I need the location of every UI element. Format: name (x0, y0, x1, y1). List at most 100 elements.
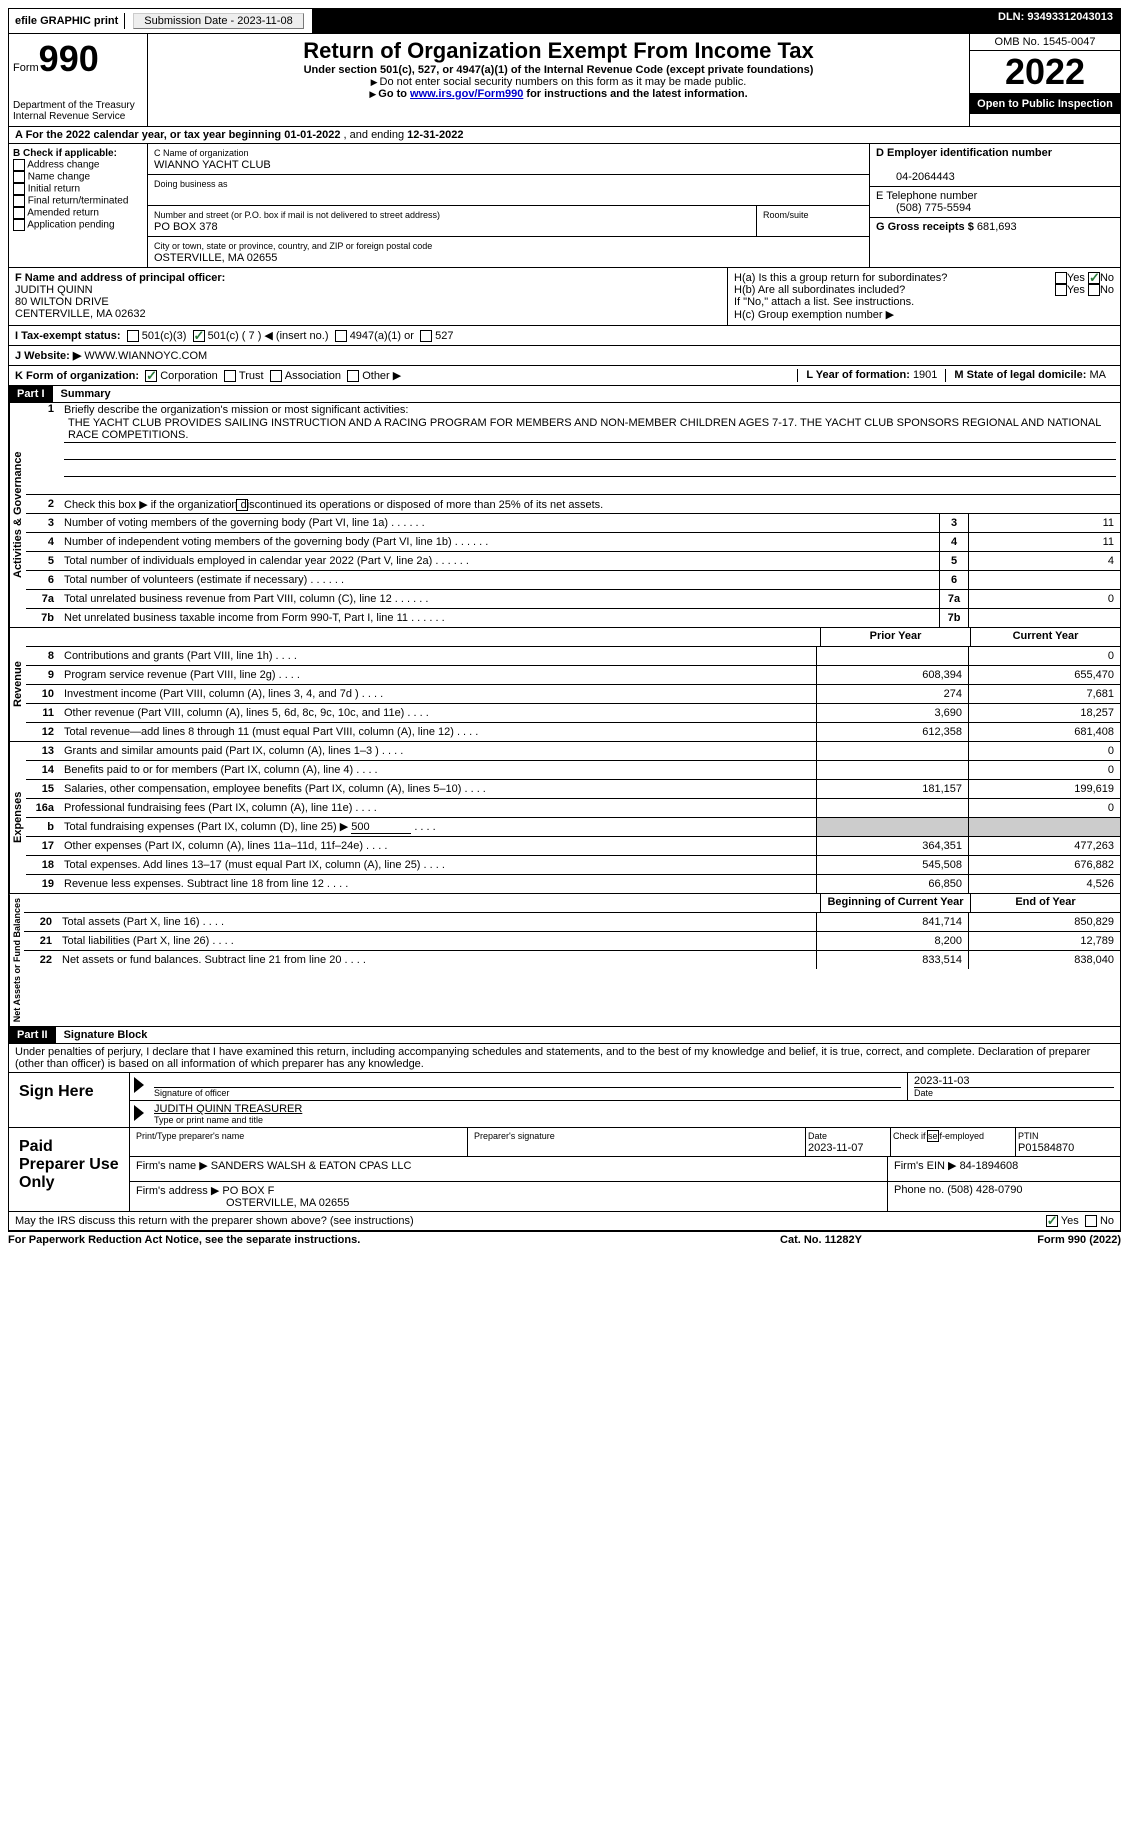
summary-line: 15Salaries, other compensation, employee… (26, 780, 1120, 799)
summary-ag: Activities & Governance 1 Briefly descri… (8, 403, 1121, 628)
paid-prep-label: Paid Preparer Use Only (9, 1128, 130, 1211)
summary-line: 22Net assets or fund balances. Subtract … (24, 951, 1120, 969)
submission-button[interactable]: Submission Date - 2023-11-08 (133, 13, 303, 29)
gross-receipts: 681,693 (977, 221, 1017, 233)
col-h: H(a) Is this a group return for subordin… (727, 268, 1120, 325)
vlabel-ag: Activities & Governance (9, 403, 26, 627)
gross-cell: G Gross receipts $ 681,693 (870, 218, 1120, 236)
i-501c[interactable] (193, 330, 205, 342)
org-name: WIANNO YACHT CLUB (154, 159, 271, 171)
street: PO BOX 378 (154, 221, 218, 233)
sig-arrow-icon (134, 1105, 144, 1121)
form-title: Return of Organization Exempt From Incom… (152, 38, 965, 64)
summary-line: 10Investment income (Part VIII, column (… (26, 685, 1120, 704)
summary-line: 19Revenue less expenses. Subtract line 1… (26, 875, 1120, 893)
i-527[interactable] (420, 330, 432, 342)
i-4947[interactable] (335, 330, 347, 342)
may-irs-yes[interactable] (1046, 1215, 1058, 1227)
summary-line: 13Grants and similar amounts paid (Part … (26, 742, 1120, 761)
dba-cell: Doing business as (148, 175, 869, 206)
phone: (508) 775-5594 (876, 202, 971, 214)
hb-note: If "No," attach a list. See instructions… (734, 296, 1114, 308)
summary-line: 4Number of independent voting members of… (26, 533, 1120, 552)
summary-line: 9Program service revenue (Part VIII, lin… (26, 666, 1120, 685)
form-990-label: 990 (39, 38, 99, 79)
row-klm: K Form of organization: Corporation Trus… (8, 366, 1121, 386)
penalties: Under penalties of perjury, I declare th… (8, 1044, 1121, 1073)
street-row: Number and street (or P.O. box if mail i… (148, 206, 869, 237)
summary-line: 18Total expenses. Add lines 13–17 (must … (26, 856, 1120, 875)
colb-check[interactable] (13, 219, 25, 231)
summary-exp: Expenses 13Grants and similar amounts pa… (8, 742, 1121, 894)
k-assoc[interactable] (270, 370, 282, 382)
col-d: D Employer identification number 04-2064… (869, 144, 1120, 267)
vlabel-na: Net Assets or Fund Balances (9, 894, 24, 1026)
colb-check[interactable] (13, 171, 25, 183)
col-c: C Name of organization WIANNO YACHT CLUB… (148, 144, 869, 267)
irs-label: Internal Revenue Service (13, 111, 143, 122)
city: OSTERVILLE, MA 02655 (154, 252, 277, 264)
self-emp-check[interactable] (927, 1130, 939, 1142)
may-irs-no[interactable] (1085, 1215, 1097, 1227)
hb-yes[interactable] (1055, 284, 1067, 296)
hb-no[interactable] (1088, 284, 1100, 296)
colb-check[interactable] (13, 207, 25, 219)
note1: Do not enter social security numbers on … (152, 76, 965, 88)
summary-line: 11Other revenue (Part VIII, column (A), … (26, 704, 1120, 723)
paid-preparer-section: Paid Preparer Use Only Print/Type prepar… (8, 1128, 1121, 1212)
summary-line: 21Total liabilities (Part X, line 26) . … (24, 932, 1120, 951)
form-header: Form990 Department of the Treasury Inter… (8, 34, 1121, 127)
part1-header: Part I Summary (8, 386, 1121, 403)
vlabel-rev: Revenue (9, 628, 26, 741)
phone-cell: E Telephone number (508) 775-5594 (870, 187, 1120, 218)
section-fh: F Name and address of principal officer:… (8, 268, 1121, 326)
part2-header: Part II Signature Block (8, 1027, 1121, 1044)
k-trust[interactable] (224, 370, 236, 382)
dept-label: Department of the Treasury (13, 100, 143, 111)
header-left: Form990 Department of the Treasury Inter… (9, 34, 148, 126)
summary-line: 14Benefits paid to or for members (Part … (26, 761, 1120, 780)
header-right: OMB No. 1545-0047 2022 Open to Public In… (969, 34, 1120, 126)
dln-bar: DLN: 93493312043013 (313, 9, 1120, 33)
website: WWW.WIANNOYC.COM (84, 350, 207, 362)
section-bcd: B Check if applicable: Address change Na… (8, 144, 1121, 268)
summary-line: 16aProfessional fundraising fees (Part I… (26, 799, 1120, 818)
summary-line: 3Number of voting members of the governi… (26, 514, 1120, 533)
colb-check[interactable] (13, 195, 25, 207)
row-a: A For the 2022 calendar year, or tax yea… (8, 127, 1121, 144)
summary-na: Net Assets or Fund Balances Beginning of… (8, 894, 1121, 1027)
summary-line: 7bNet unrelated business taxable income … (26, 609, 1120, 627)
note2: Go to www.irs.gov/Form990 for instructio… (152, 88, 965, 100)
vlabel-exp: Expenses (9, 742, 26, 893)
top-bar: efile GRAPHIC print Submission Date - 20… (8, 8, 1121, 34)
summary-line: bTotal fundraising expenses (Part IX, co… (26, 818, 1120, 837)
tax-year: 2022 (970, 51, 1120, 94)
mission: THE YACHT CLUB PROVIDES SAILING INSTRUCT… (64, 416, 1116, 443)
ein-cell: D Employer identification number 04-2064… (870, 144, 1120, 187)
sign-here-label: Sign Here (9, 1073, 130, 1127)
i-501c3[interactable] (127, 330, 139, 342)
irs-link[interactable]: www.irs.gov/Form990 (410, 88, 523, 100)
page-footer: For Paperwork Reduction Act Notice, see … (8, 1231, 1121, 1246)
org-name-cell: C Name of organization WIANNO YACHT CLUB (148, 144, 869, 175)
efile-label: efile GRAPHIC print (9, 13, 125, 29)
ha-no[interactable] (1088, 272, 1100, 284)
colb-check[interactable] (13, 159, 25, 171)
summary-line: 8Contributions and grants (Part VIII, li… (26, 647, 1120, 666)
colb-check[interactable] (13, 183, 25, 195)
summary-line: 17Other expenses (Part IX, column (A), l… (26, 837, 1120, 856)
k-corp[interactable] (145, 370, 157, 382)
ha-yes[interactable] (1055, 272, 1067, 284)
sign-here-section: Sign Here Signature of officer 2023-11-0… (8, 1073, 1121, 1128)
hc-label: H(c) Group exemption number ▶ (734, 308, 1114, 321)
summary-line: 12Total revenue—add lines 8 through 11 (… (26, 723, 1120, 741)
form-subtitle: Under section 501(c), 527, or 4947(a)(1)… (152, 64, 965, 76)
q2-check[interactable] (236, 499, 248, 511)
city-cell: City or town, state or province, country… (148, 237, 869, 267)
open-to-public: Open to Public Inspection (970, 94, 1120, 114)
summary-line: 7aTotal unrelated business revenue from … (26, 590, 1120, 609)
k-other[interactable] (347, 370, 359, 382)
summary-line: 6Total number of volunteers (estimate if… (26, 571, 1120, 590)
row-i: I Tax-exempt status: 501(c)(3) 501(c) ( … (8, 326, 1121, 346)
ein: 04-2064443 (876, 171, 955, 183)
